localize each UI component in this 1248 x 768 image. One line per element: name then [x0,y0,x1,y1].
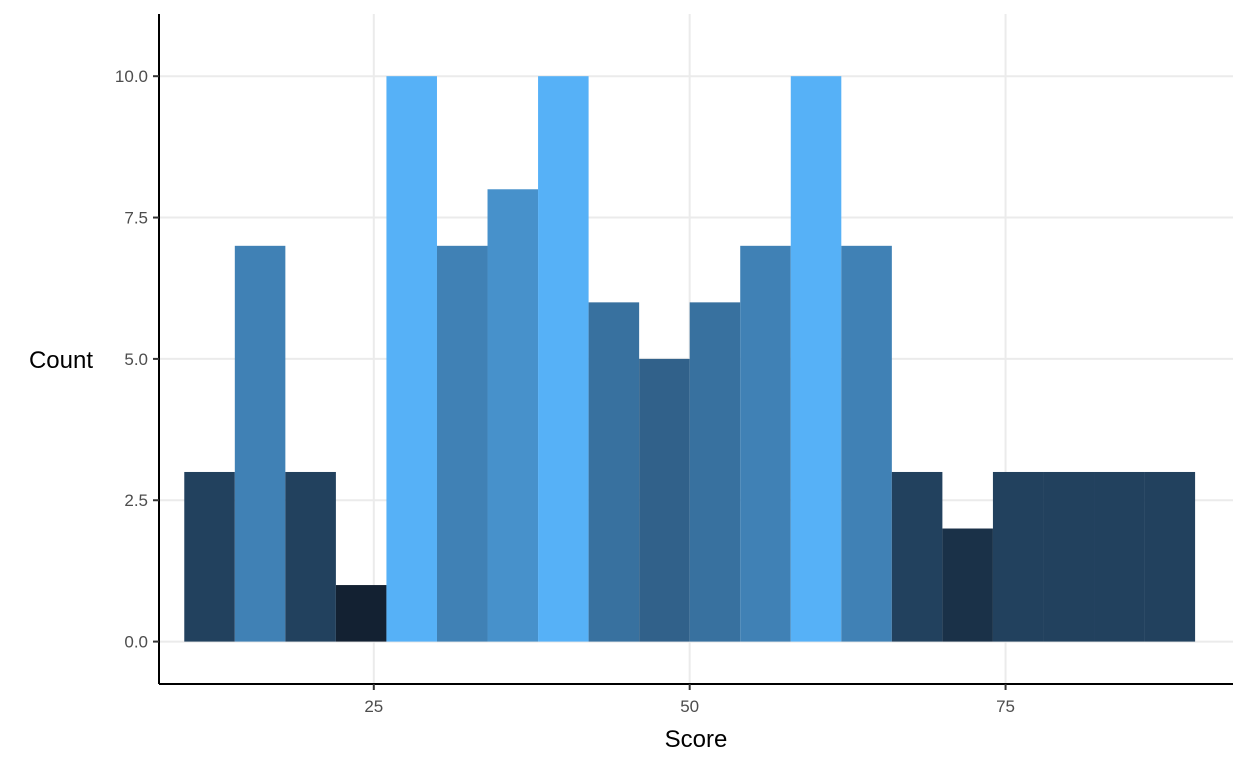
histogram-bar [790,76,842,642]
y-tick-label: 5.0 [124,350,148,369]
histogram-bar [386,76,437,642]
x-tick-label: 25 [364,697,383,716]
tick-labels: 0.0 2.5 5.0 7.5 10.0 25 50 75 [115,67,1015,716]
bars [184,76,1196,642]
y-tick-label: 10.0 [115,67,148,86]
histogram-bar [436,245,488,642]
y-tick-label: 0.0 [124,633,148,652]
histogram-bar [891,471,943,642]
histogram-bar [689,302,741,642]
histogram-bar [234,245,286,642]
histogram-bar [1043,471,1095,642]
y-axis-title: Count [29,347,93,374]
y-tick-label: 7.5 [124,209,148,228]
histogram-bar [841,245,892,642]
histogram-bar [942,528,993,642]
histogram-bar [639,358,690,642]
histogram-bar [538,76,589,642]
x-tick-label: 50 [680,697,699,716]
histogram-bar [1144,471,1196,642]
y-tick-label: 2.5 [124,491,148,510]
x-axis-title: Score [665,726,728,753]
histogram-bar [184,471,235,642]
histogram-bar [285,471,336,642]
axes [158,14,1233,685]
histogram-bar [487,189,539,642]
histogram-bar [992,471,1044,642]
x-tick-label: 75 [996,697,1015,716]
histogram-bar [740,245,791,642]
histogram-bar [588,302,640,642]
histogram-bar [335,585,387,642]
histogram-bar [1094,471,1145,642]
